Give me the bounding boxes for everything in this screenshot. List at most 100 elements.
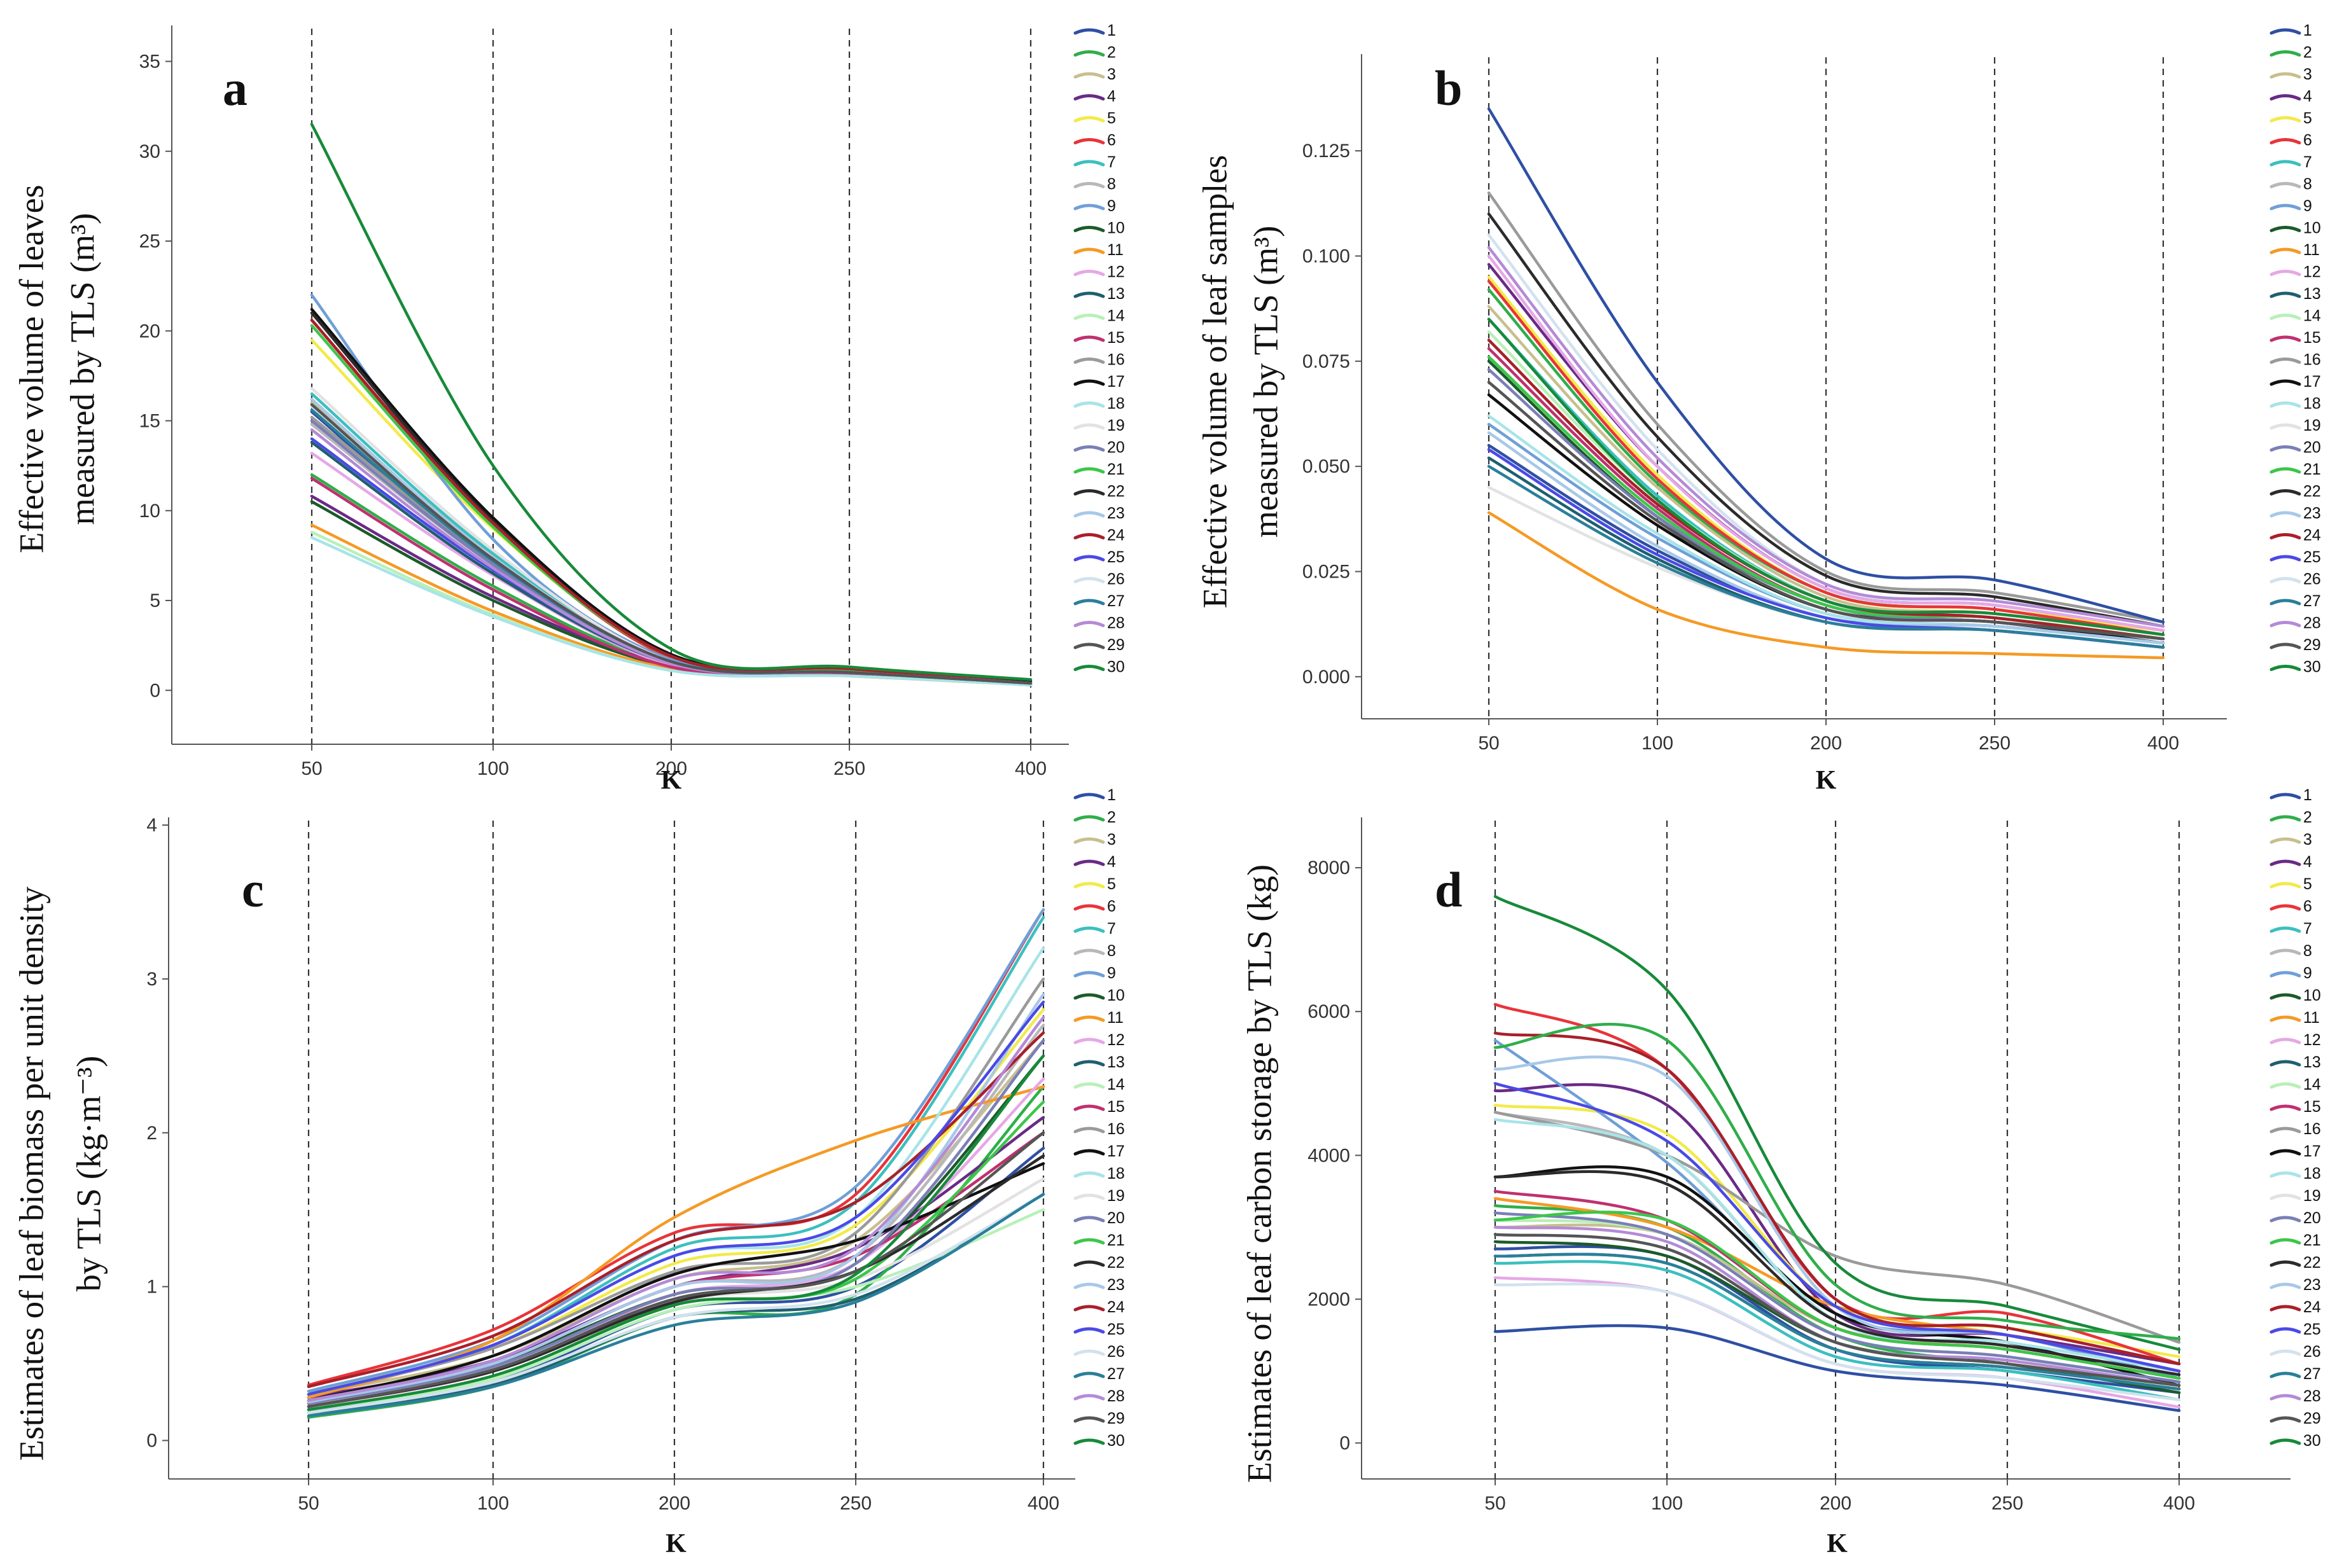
legend-swatch	[2269, 1216, 2301, 1223]
series-line-16	[1493, 1111, 2181, 1344]
legend-swatch	[2269, 401, 2301, 408]
legend-label: 8	[1107, 176, 1116, 193]
series-line-22	[1493, 1170, 2181, 1377]
legend-label: 15	[2303, 329, 2321, 347]
series-line-28	[1487, 246, 2165, 628]
legend-label: 18	[1107, 1165, 1125, 1183]
legend-swatch	[1073, 204, 1105, 211]
series-line-24	[310, 319, 1033, 685]
legend-swatch	[2269, 948, 2301, 955]
legend-label: 30	[2303, 658, 2321, 676]
x-tick-label: 400	[2163, 1493, 2195, 1514]
legend-swatch	[2269, 1238, 2301, 1245]
legend-label: 22	[1107, 483, 1125, 501]
legend-swatch	[2269, 226, 2301, 232]
series-line-20	[310, 419, 1033, 685]
legend-label: 17	[2303, 373, 2321, 391]
series-line-11	[1487, 511, 2165, 660]
series-line-31	[1487, 107, 2165, 624]
legend-label: 8	[1107, 942, 1116, 960]
legend-label: 14	[2303, 1076, 2321, 1093]
legend-label: 5	[1107, 875, 1116, 893]
y-axis-label: measured by TLS (m³)	[1246, 226, 1285, 538]
legend-label: 24	[2303, 1298, 2321, 1316]
legend-swatch	[2269, 72, 2301, 79]
legend-swatch	[1073, 904, 1105, 911]
legend-label: 25	[1107, 548, 1125, 566]
legend-swatch	[1073, 423, 1105, 430]
legend-swatch	[1073, 837, 1105, 844]
legend-label: 1	[1107, 786, 1116, 804]
legend-label: 26	[2303, 571, 2321, 588]
legend-label: 25	[1107, 1321, 1125, 1338]
series-line-20	[1493, 1211, 2181, 1384]
legend-swatch	[2269, 335, 2301, 342]
legend-label: 16	[2303, 1120, 2321, 1138]
legend-label: 9	[1107, 964, 1116, 982]
legend-label: 9	[2303, 197, 2312, 215]
legend-swatch	[2269, 642, 2301, 649]
x-axis-label: K	[1827, 1529, 1848, 1558]
legend-label: 24	[1107, 1298, 1125, 1316]
y-tick-label: 0.025	[1302, 562, 1350, 583]
series-line-12	[1487, 254, 2165, 632]
y-tick-label: 20	[139, 321, 160, 342]
x-tick-label: 100	[477, 1493, 509, 1514]
legend-swatch	[1073, 1349, 1105, 1356]
panel-letter: a	[223, 60, 247, 116]
legend-swatch	[2269, 445, 2301, 452]
x-tick-label: 400	[1015, 758, 1047, 779]
legend-swatch	[2269, 1037, 2301, 1044]
legend-swatch	[1073, 1171, 1105, 1178]
legend-label: 2	[1107, 44, 1116, 62]
legend-label: 11	[1107, 1009, 1124, 1027]
x-tick-label: 400	[2147, 733, 2179, 754]
legend-swatch	[2269, 28, 2301, 35]
legend-swatch	[2269, 599, 2301, 606]
x-tick-label: 250	[833, 758, 865, 779]
legend-label: 11	[2303, 241, 2320, 259]
x-tick-label: 400	[1028, 1493, 1059, 1514]
x-tick-label: 200	[1810, 733, 1842, 754]
legend-label: 23	[1107, 504, 1125, 522]
legend-swatch	[1073, 621, 1105, 627]
legend-label: 13	[2303, 285, 2321, 303]
y-tick-label: 0.100	[1302, 246, 1350, 267]
legend-label: 27	[1107, 592, 1125, 610]
legend-swatch	[1073, 1104, 1105, 1111]
series-line-6	[307, 908, 1045, 1387]
legend-label: 20	[2303, 439, 2321, 457]
legend-swatch	[1073, 94, 1105, 101]
legend-swatch	[1073, 1216, 1105, 1223]
legend-label: 26	[2303, 1343, 2321, 1361]
x-tick-label: 200	[659, 1493, 690, 1514]
series-line-30	[310, 123, 1033, 681]
legend-swatch	[1073, 1037, 1105, 1044]
x-tick-label: 50	[298, 1493, 319, 1514]
y-axis-label: Estimates of leaf carbon storage by TLS …	[1240, 864, 1278, 1483]
series-line-16	[1487, 191, 2165, 624]
legend-label: 28	[1107, 614, 1125, 632]
legend-label: 10	[1107, 987, 1125, 1004]
legend-swatch	[2269, 859, 2301, 866]
legend-swatch	[2269, 1282, 2301, 1289]
legend-label: 16	[1107, 351, 1125, 369]
legend-swatch	[1073, 401, 1105, 408]
legend-label: 30	[2303, 1432, 2321, 1450]
legend-swatch	[1073, 1238, 1105, 1245]
y-tick-label: 0	[146, 1431, 157, 1452]
legend-swatch	[2269, 511, 2301, 518]
legend-label: 18	[2303, 1165, 2321, 1183]
legend-swatch	[1073, 1193, 1105, 1200]
legend-label: 28	[1107, 1387, 1125, 1405]
legend-label: 22	[2303, 1254, 2321, 1272]
y-tick-label: 8000	[1307, 857, 1350, 878]
legend-label: 1	[2303, 786, 2312, 804]
legend-label: 19	[1107, 1187, 1125, 1205]
legend-swatch	[2269, 577, 2301, 583]
legend-swatch	[1073, 815, 1105, 822]
y-axis-label: Effective volume of leaf samples	[1195, 155, 1234, 609]
y-tick-label: 4	[146, 815, 157, 836]
y-tick-label: 0.125	[1302, 141, 1350, 162]
